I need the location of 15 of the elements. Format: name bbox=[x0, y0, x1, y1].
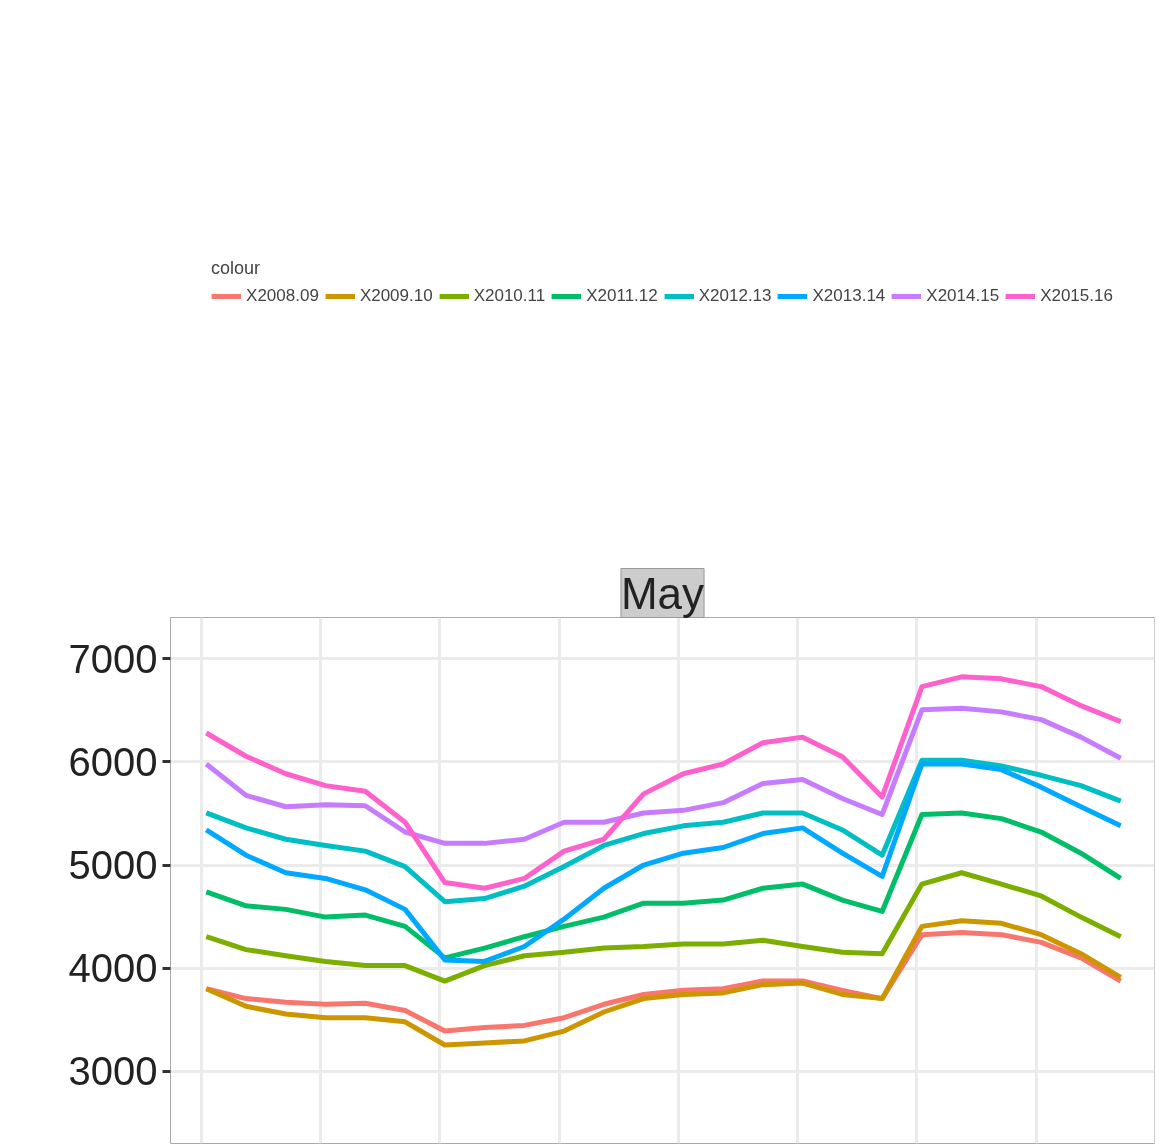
y-tick-label: 5000 bbox=[68, 843, 158, 888]
legend-label: X2009.10 bbox=[359, 286, 433, 306]
y-tick-label: 6000 bbox=[68, 739, 158, 784]
chart-title: May bbox=[620, 568, 705, 618]
legend-label: X2013.14 bbox=[812, 286, 886, 306]
y-tick-label: 3000 bbox=[68, 1049, 158, 1094]
legend-label: X2010.11 bbox=[473, 286, 546, 306]
legend-title: colour bbox=[211, 258, 262, 279]
legend-label: X2008.09 bbox=[246, 286, 319, 306]
y-tick-label: 4000 bbox=[68, 946, 158, 991]
legend-label: X2011.12 bbox=[586, 286, 658, 306]
legend-label: X2015.16 bbox=[1040, 286, 1113, 306]
y-tick-label: 7000 bbox=[68, 636, 158, 681]
legend-label: X2014.15 bbox=[926, 286, 1000, 306]
legend-label: X2012.13 bbox=[698, 286, 772, 306]
